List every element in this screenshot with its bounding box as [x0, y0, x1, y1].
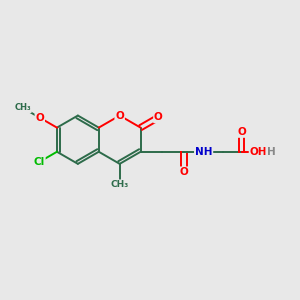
Text: NH: NH [195, 147, 212, 157]
Text: CH₃: CH₃ [111, 180, 129, 189]
Text: O: O [180, 167, 188, 177]
Text: O: O [237, 127, 246, 137]
Text: O: O [115, 110, 124, 121]
Text: Cl: Cl [34, 157, 45, 167]
Text: CH₃: CH₃ [14, 103, 31, 112]
Text: O: O [154, 112, 163, 122]
Text: H: H [267, 147, 275, 157]
Text: OH: OH [250, 147, 267, 157]
Text: O: O [35, 113, 44, 123]
